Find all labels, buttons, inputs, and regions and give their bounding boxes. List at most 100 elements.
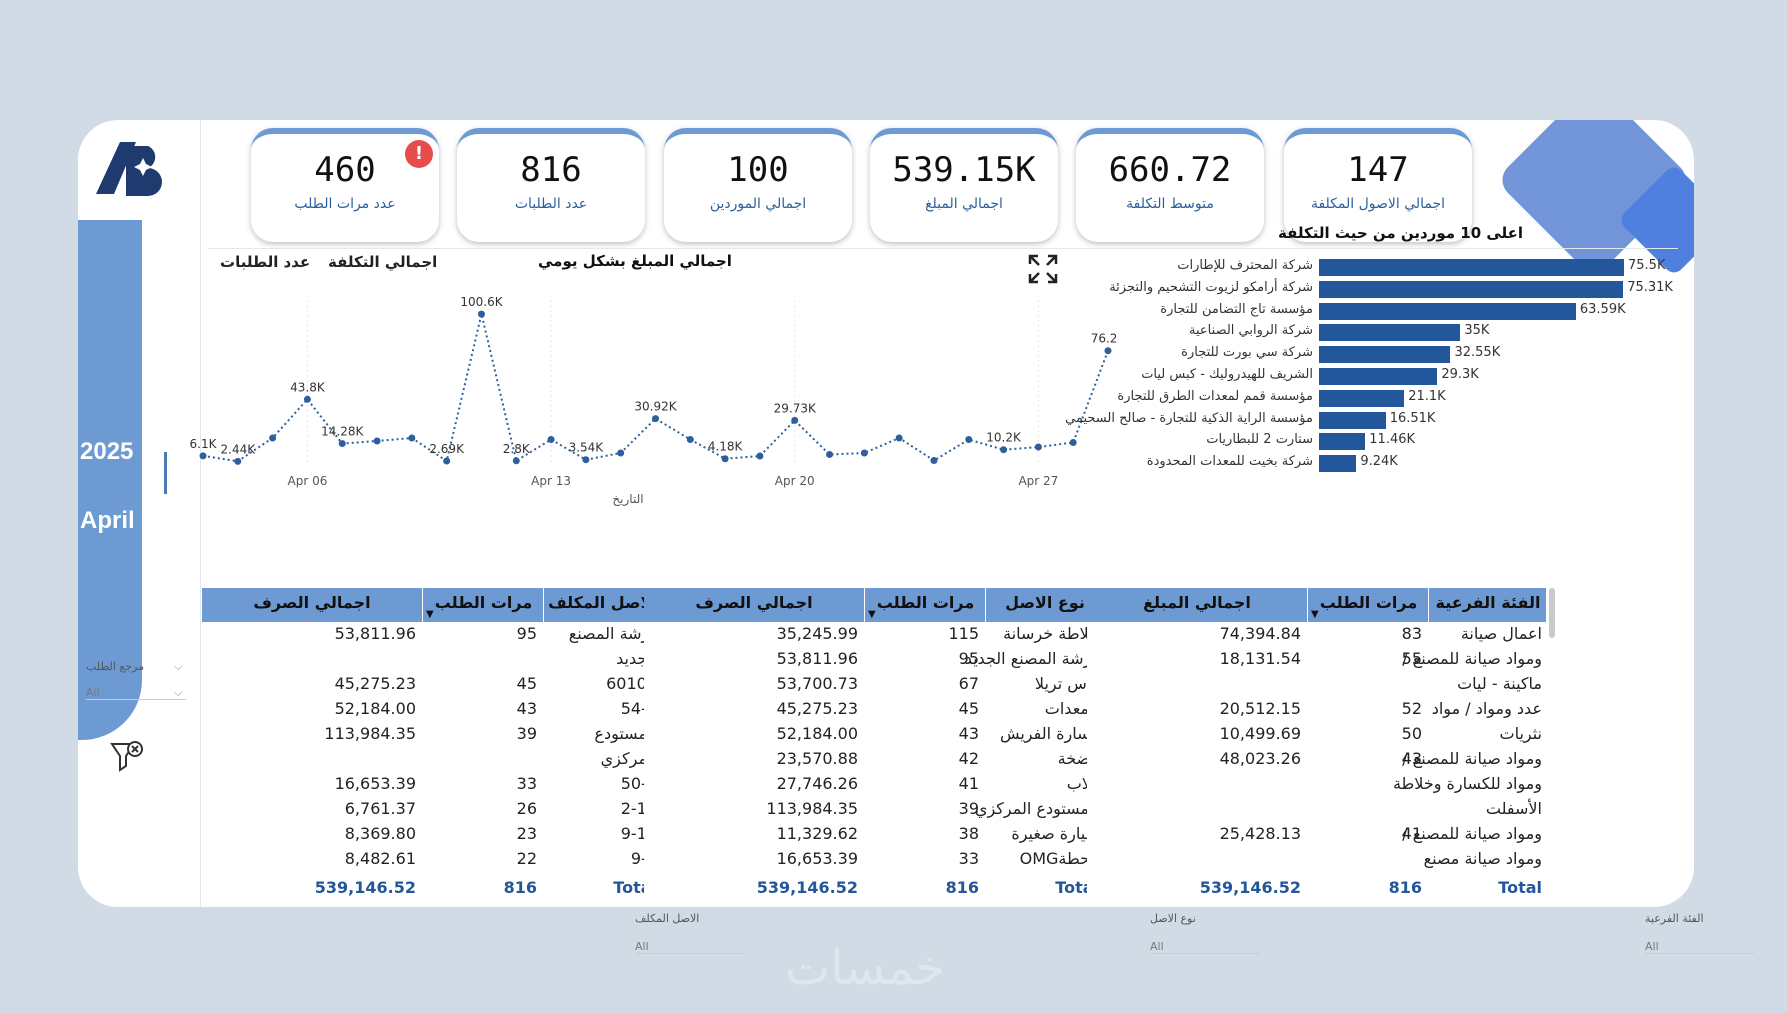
asset-type-filter[interactable]: All [1150,940,1260,954]
bar[interactable] [1319,280,1624,298]
asset-filter[interactable]: All [635,940,745,954]
sort-desc-icon[interactable]: ▼ [868,609,876,620]
table-row[interactable]: 60101 45 45,275.23 [202,674,661,698]
table-row[interactable]: الأسفلت [1087,799,1546,823]
subcategory-filter[interactable]: All [1645,940,1755,954]
table-row[interactable]: قلاب 41 27,746.26 [644,774,1103,798]
column-header[interactable]: مرات الطلب [1307,588,1429,622]
data-point[interactable] [199,452,207,460]
scrollbar[interactable] [1549,588,1555,638]
bar[interactable] [1319,368,1438,385]
table-row[interactable]: ومواد صيانة للمصنع /43 48,023.26 [1087,749,1546,773]
table-row[interactable]: 9-12 23 8,369.80 [202,824,661,848]
table-row[interactable]: الجديد [202,649,661,673]
column-header[interactable]: الاصل المكلف [543,588,662,622]
table-row[interactable]: نثريات 50 10,499.69 [1087,724,1546,748]
year-filter[interactable]: 2025 [80,438,134,465]
request-ref-slicer[interactable]: All [86,686,186,700]
table-row[interactable]: ورشة المصنع الجديد 95 53,811.96 [644,649,1103,673]
data-point[interactable] [269,434,277,442]
total-count: 816 [945,878,979,897]
month-filter[interactable]: April [80,507,135,534]
cell-count: 45 [516,674,537,693]
bar[interactable] [1319,411,1386,429]
data-point[interactable] [860,449,868,457]
tab-cost[interactable]: اجمالي التكلفة [328,253,438,271]
table-row[interactable]: المستودع المركزي 39 113,984.35 [644,799,1103,823]
column-header[interactable]: مرات الطلب [864,588,986,622]
data-point[interactable] [338,440,346,448]
table-row[interactable]: 54-8 43 52,184.00 [202,699,661,723]
table-row[interactable]: مضخة 42 23,570.88 [644,749,1103,773]
table-row[interactable]: ومواد للكسارة وخلاطة [1087,774,1546,798]
table-row[interactable]: خلاطة خرسانة 115 35,245.99 [644,624,1103,648]
column-header[interactable]: مرات الطلب [422,588,544,622]
alert-icon[interactable]: ! [405,140,433,168]
tab-orders[interactable]: عدد الطلبات [220,253,311,271]
table-row[interactable]: ومواد صيانة مصنع [1087,849,1546,873]
data-point[interactable] [791,416,799,424]
table-row[interactable]: 50-6 33 16,653.39 [202,774,661,798]
data-point[interactable] [930,457,938,464]
table-row[interactable]: سيارة صغيرة 38 11,329.62 [644,824,1103,848]
data-point[interactable] [1034,443,1042,451]
table-row[interactable]: اعمال صيانة 83 74,394.84 [1087,624,1546,648]
table-row[interactable]: ومواد صيانة للمصنع /41 25,428.13 [1087,824,1546,848]
bar[interactable] [1319,324,1461,342]
bar[interactable] [1319,346,1451,364]
table-row[interactable]: المركزي [202,749,661,773]
expand-icon[interactable] [1028,254,1058,284]
data-point[interactable] [303,395,311,403]
data-point[interactable] [234,457,242,465]
table-row[interactable]: المعدات 45 45,275.23 [644,699,1103,723]
table-row[interactable]: راس تريلا 67 53,700.73 [644,674,1103,698]
table-row[interactable]: ماكينة - ليات [1087,674,1546,698]
chevron-down-icon[interactable]: ⌵ [174,660,183,673]
data-point[interactable] [721,455,729,463]
data-point[interactable] [547,436,555,443]
data-point[interactable] [652,415,659,423]
bar[interactable] [1319,302,1576,320]
column-header[interactable]: الفئة الفرعية [1428,588,1547,622]
table-row[interactable]: المستودع 39 113,984.35 [202,724,661,748]
data-point[interactable] [443,457,451,465]
chevron-down-icon[interactable]: ⌵ [174,686,183,699]
kpi-label: اجمالي الموردين [709,196,807,212]
clear-filter-icon[interactable] [108,738,144,774]
data-point[interactable] [1104,347,1112,355]
table-row[interactable]: 2-12 26 6,761.37 [202,799,661,823]
data-point[interactable] [1000,446,1008,454]
cell-count: 42 [958,749,979,768]
data-point[interactable] [965,436,973,443]
data-point[interactable] [477,310,485,318]
column-header[interactable]: اجمالي المبلغ [1143,593,1251,612]
sort-desc-icon[interactable]: ▼ [426,609,434,620]
table-row[interactable]: 9-9228,482.61 [202,849,661,873]
column-header[interactable]: اجمالي الصرف [253,593,371,612]
table-row[interactable]: عدد ومواد / مواد 52 20,512.15 [1087,699,1546,723]
table-row[interactable]: ورشة المصنع 95 53,811.96 [202,624,661,648]
cell-count: 43 [516,699,537,718]
table-row[interactable]: ومواد صيانة للمصنع /55 18,131.54 [1087,649,1546,673]
data-point[interactable] [895,434,903,442]
table-row[interactable]: محطةOMG 33 16,653.39 [644,849,1103,873]
data-point[interactable] [756,452,764,460]
sort-desc-icon[interactable]: ▼ [1311,609,1319,620]
bar[interactable] [1319,433,1366,451]
cell-count: 41 [958,774,979,793]
bar[interactable] [1319,455,1357,473]
column-header[interactable]: اجمالي الصرف [695,593,813,612]
data-point[interactable] [826,451,834,458]
bar[interactable] [1319,389,1405,407]
data-point[interactable] [512,457,520,465]
data-point[interactable] [582,456,590,464]
data-point[interactable] [686,436,694,443]
table-row[interactable]: كسارة الفريش 43 52,184.00 [644,724,1103,748]
data-point[interactable] [1069,439,1077,446]
bar[interactable] [1319,259,1624,276]
data-point[interactable] [408,434,416,442]
data-point[interactable] [373,437,381,445]
data-point[interactable] [617,449,625,457]
cell-amount: 113,984.35 [766,799,858,818]
column-header[interactable]: نوع الاصل [985,588,1104,622]
